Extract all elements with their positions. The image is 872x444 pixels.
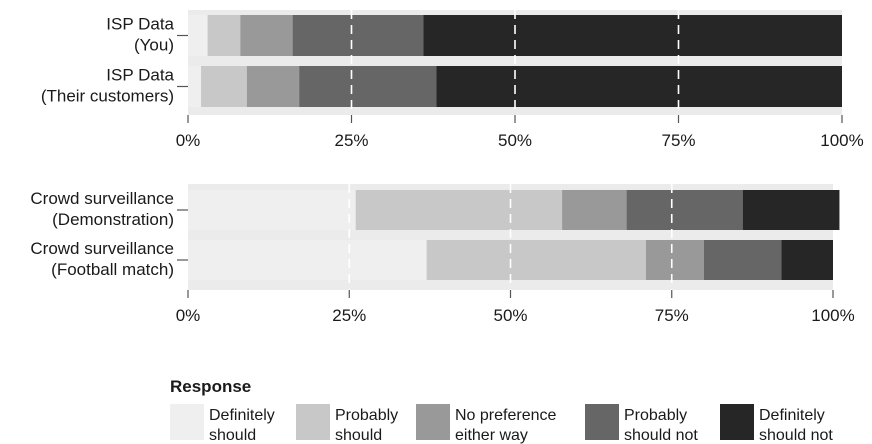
x-tick-label: 75% <box>661 131 695 150</box>
bar-segment-definitely-should <box>188 15 208 56</box>
legend-label-line1: Probably <box>335 407 398 424</box>
bar-segment-definitely-should-not <box>423 15 842 56</box>
legend-label-line2: should not <box>624 427 698 444</box>
row-label-line1: Crowd surveillance <box>30 239 174 258</box>
legend-label-line1: Definitely <box>759 407 825 424</box>
legend-swatch <box>416 404 450 440</box>
x-tick-label: 50% <box>493 306 527 325</box>
bar-segment-definitely-should <box>188 240 427 280</box>
legend-item-probably-should-not: Probably should not <box>585 404 698 444</box>
bar-segment-definitely-should-not <box>742 190 840 230</box>
legend-item-definitely-should: Definitely should <box>170 404 275 444</box>
legend-label-line2: should <box>335 427 382 444</box>
bar-segment-no-preference <box>246 66 300 107</box>
row-label-line1: ISP Data <box>106 15 174 34</box>
bar-segment-definitely-should <box>188 190 356 230</box>
legend-label-line1: No preference <box>455 407 556 424</box>
x-tick-label: 25% <box>334 131 368 150</box>
legend-swatch <box>296 404 330 440</box>
legend-label-line1: Definitely <box>209 407 275 424</box>
legend-title: Response <box>170 377 251 396</box>
bar-segment-no-preference <box>240 15 293 56</box>
legend-label-line2: should <box>209 427 256 444</box>
bar-segment-probably-should <box>201 66 247 107</box>
legend-label-line2: either way <box>455 427 528 444</box>
row-label-line1: ISP Data <box>106 66 174 85</box>
row-label-line2: (Demonstration) <box>52 210 174 229</box>
bar-segment-probably-should <box>426 240 646 280</box>
row-label-line2: (You) <box>134 36 174 55</box>
legend-item-probably-should: Probably should <box>296 404 398 444</box>
legend-swatch <box>170 404 204 440</box>
x-tick-label: 25% <box>332 306 366 325</box>
bar-segment-no-preference <box>645 240 704 280</box>
x-tick-label: 0% <box>176 131 201 150</box>
x-tick-label: 50% <box>498 131 532 150</box>
bar-segment-probably-should-not <box>292 15 424 56</box>
legend-label-line1: Probably <box>624 407 687 424</box>
row-label-line2: (Football match) <box>51 260 174 279</box>
row-label-line1: Crowd surveillance <box>30 189 174 208</box>
legend: Response Definitely should Probably should No… <box>170 377 833 444</box>
legend-swatch <box>720 404 754 440</box>
legend-swatch <box>585 404 619 440</box>
legend-item-definitely-should-not: Definitely should not <box>720 404 833 444</box>
x-tick-label: 100% <box>811 306 854 325</box>
chart-panel-2: Crowd surveillance (Demonstration) Crowd s… <box>30 184 855 325</box>
bar-segment-probably-should <box>207 15 241 56</box>
legend-label-line2: should not <box>759 427 833 444</box>
x-tick-label: 75% <box>655 306 689 325</box>
bar-segment-probably-should <box>355 190 563 230</box>
legend-item-no-preference: No preference either way <box>416 404 556 444</box>
x-tick-label: 0% <box>176 306 201 325</box>
chart-panel-1: ISP Data (You) ISP Data (Their customers) 0%… <box>41 10 864 150</box>
x-tick-label: 100% <box>820 131 863 150</box>
bar-segment-definitely-should <box>188 66 202 107</box>
bar-segment-probably-should-not <box>626 190 743 230</box>
bar-segment-no-preference <box>562 190 627 230</box>
bar-segment-definitely-should-not <box>781 240 833 280</box>
row-label-line2: (Their customers) <box>41 87 174 106</box>
bar-segment-probably-should-not <box>299 66 437 107</box>
bar-segment-probably-should-not <box>704 240 782 280</box>
bar-segment-definitely-should-not <box>436 66 842 107</box>
